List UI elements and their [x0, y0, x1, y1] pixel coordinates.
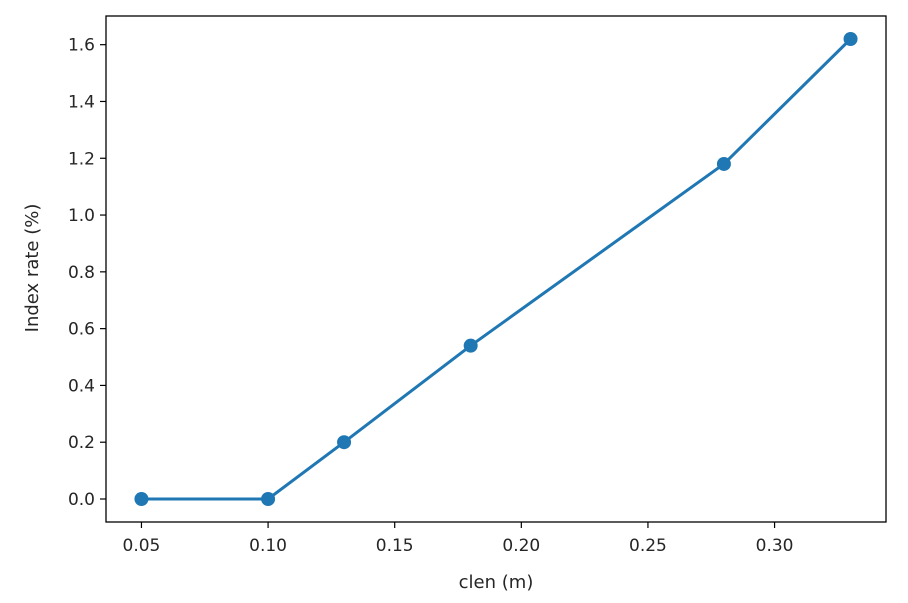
data-point	[716, 156, 731, 171]
x-tick-label: 0.05	[123, 536, 161, 556]
y-tick-label: 1.4	[68, 92, 95, 112]
x-tick-label: 0.25	[629, 536, 667, 556]
y-tick-label: 0.8	[68, 263, 95, 283]
data-point	[261, 492, 276, 506]
x-tick-label: 0.30	[756, 536, 794, 556]
x-tick-label: 0.20	[502, 536, 540, 556]
x-axis-label: clen (m)	[459, 572, 534, 593]
y-tick-label: 0.6	[68, 320, 95, 340]
x-tick-label: 0.15	[376, 536, 414, 556]
y-tick-label: 1.6	[68, 36, 95, 56]
y-tick-label: 1.2	[68, 149, 95, 169]
data-point	[463, 338, 478, 353]
x-tick-label: 0.10	[249, 536, 287, 556]
y-axis-ticks: 0.0 0.2 0.4 0.6 0.8 1.0 1.2 1.4 1.6	[68, 36, 106, 510]
y-tick-label: 0.0	[68, 490, 95, 510]
data-point	[337, 435, 352, 450]
data-point	[134, 492, 149, 506]
y-tick-label: 1.0	[68, 206, 95, 226]
series-line-0	[139, 37, 853, 501]
data-point	[843, 32, 858, 46]
y-tick-label: 0.4	[68, 376, 95, 396]
y-tick-label: 0.2	[68, 433, 95, 453]
x-axis-ticks: 0.05 0.10 0.15 0.20 0.25 0.30	[123, 522, 794, 556]
y-axis-label: Index rate (%)	[22, 204, 43, 333]
plot-area	[105, 15, 887, 523]
plot-frame	[105, 15, 887, 523]
